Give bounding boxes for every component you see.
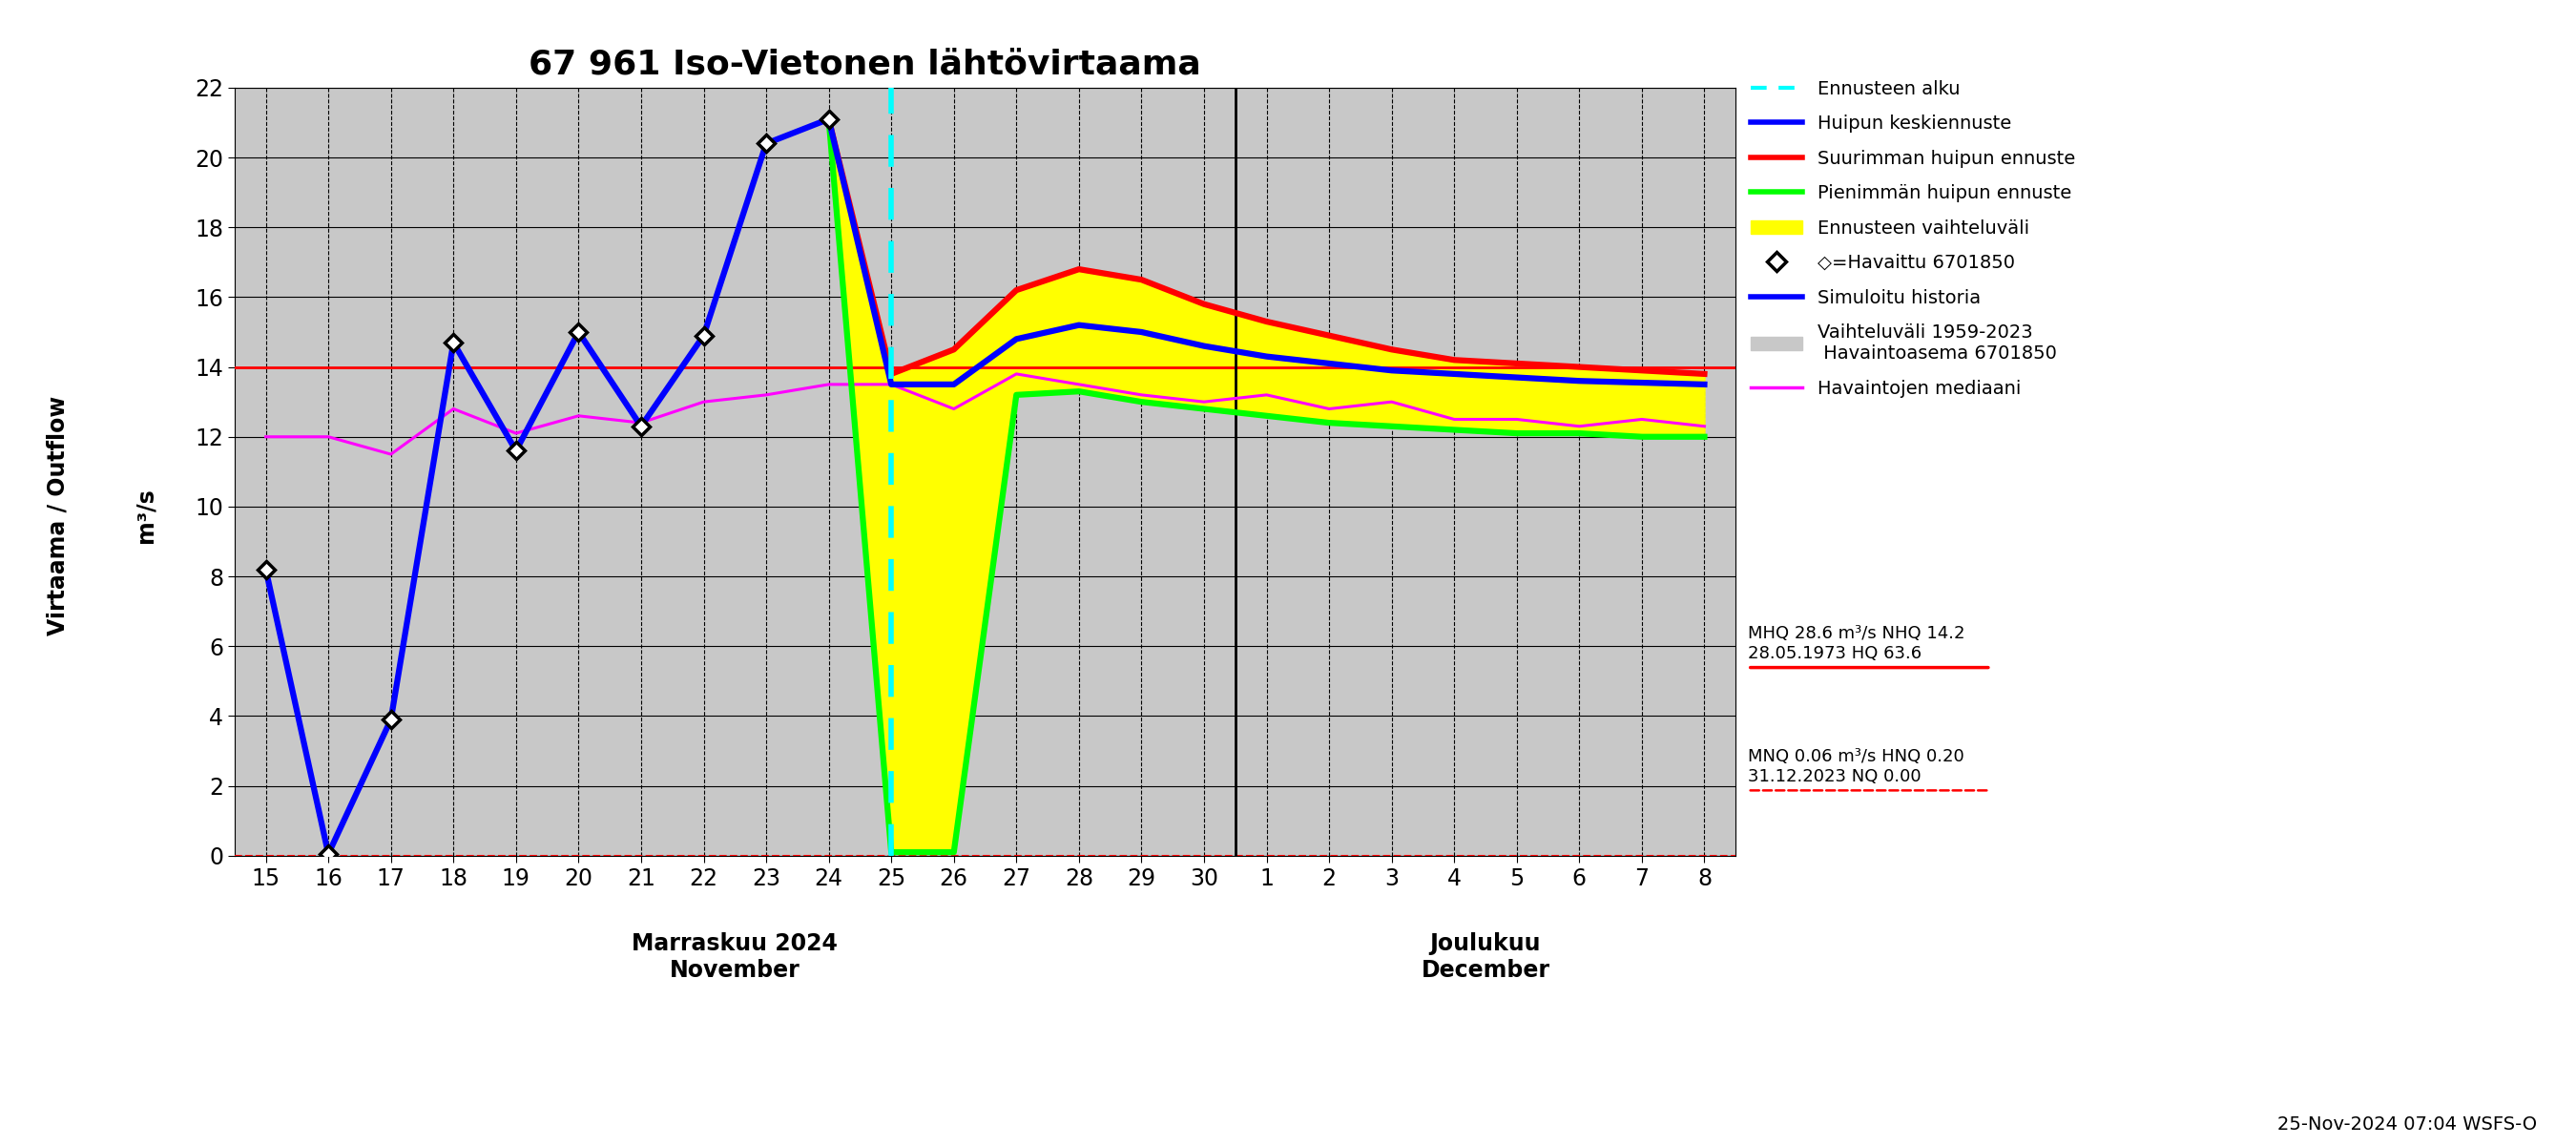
Title: 67 961 Iso-Vietonen lähtövirtaama: 67 961 Iso-Vietonen lähtövirtaama <box>528 48 1200 81</box>
Text: Virtaama / Outflow: Virtaama / Outflow <box>46 395 70 635</box>
Text: MNQ 0.06 m³/s HNQ 0.20
31.12.2023 NQ 0.00: MNQ 0.06 m³/s HNQ 0.20 31.12.2023 NQ 0.0… <box>1747 748 1963 785</box>
Text: Joulukuu
December: Joulukuu December <box>1422 932 1551 982</box>
Text: m³/s: m³/s <box>134 488 157 543</box>
Text: MHQ 28.6 m³/s NHQ 14.2
28.05.1973 HQ 63.6: MHQ 28.6 m³/s NHQ 14.2 28.05.1973 HQ 63.… <box>1747 625 1965 662</box>
Text: Marraskuu 2024
November: Marraskuu 2024 November <box>631 932 837 982</box>
Text: 25-Nov-2024 07:04 WSFS-O: 25-Nov-2024 07:04 WSFS-O <box>2277 1115 2537 1134</box>
Legend: Ennusteen alku, Huipun keskiennuste, Suurimman huipun ennuste, Pienimmän huipun : Ennusteen alku, Huipun keskiennuste, Suu… <box>1744 72 2081 405</box>
